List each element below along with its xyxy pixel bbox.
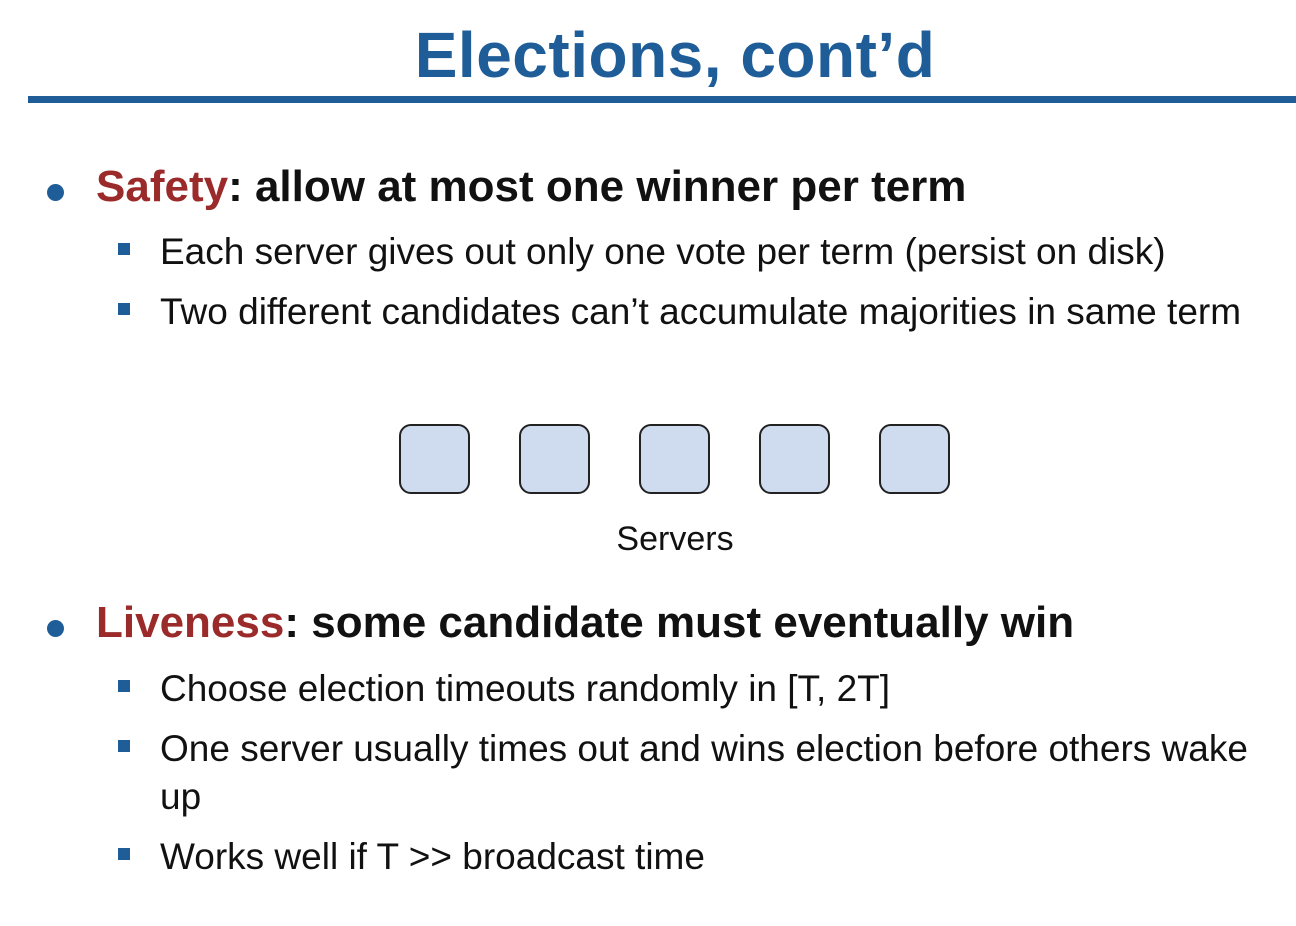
safety-point-1-text: Each server gives out only one vote per …: [160, 231, 1166, 272]
bullet-dot-icon: [47, 184, 64, 201]
liveness-bullet: Liveness: some candidate must eventually…: [0, 598, 1296, 658]
server-box-3: [639, 424, 710, 494]
bullet-square-icon: [118, 303, 130, 315]
server-box-5: [879, 424, 950, 494]
server-box-4: [759, 424, 830, 494]
title-rule: [28, 96, 1296, 103]
server-box-1: [399, 424, 470, 494]
bullet-square-icon: [118, 740, 130, 752]
liveness-point-2-text: One server usually times out and wins el…: [160, 728, 1248, 817]
bullet-square-icon: [118, 680, 130, 692]
liveness-description: : some candidate must eventually win: [284, 598, 1075, 647]
server-box-2: [519, 424, 590, 494]
liveness-term: Liveness: [96, 598, 285, 647]
servers-label: Servers: [616, 520, 734, 558]
liveness-point-3-text: Works well if T >> broadcast time: [160, 836, 705, 877]
bullet-square-icon: [118, 243, 130, 255]
bullet-dot-icon: [47, 620, 64, 637]
safety-term: Safety: [96, 162, 229, 211]
liveness-point-1-text: Choose election timeouts randomly in [T,…: [160, 668, 891, 709]
slide-title: Elections, cont’d: [414, 19, 936, 91]
safety-heading: Safety: allow at most one winner per ter…: [96, 162, 966, 212]
bullet-square-icon: [118, 848, 130, 860]
safety-point-2-text: Two different candidates can’t accumulat…: [160, 291, 1242, 332]
liveness-heading: Liveness: some candidate must eventually…: [96, 598, 1074, 648]
safety-description: : allow at most one winner per term: [228, 162, 967, 211]
safety-bullet: Safety: allow at most one winner per ter…: [0, 162, 1296, 222]
